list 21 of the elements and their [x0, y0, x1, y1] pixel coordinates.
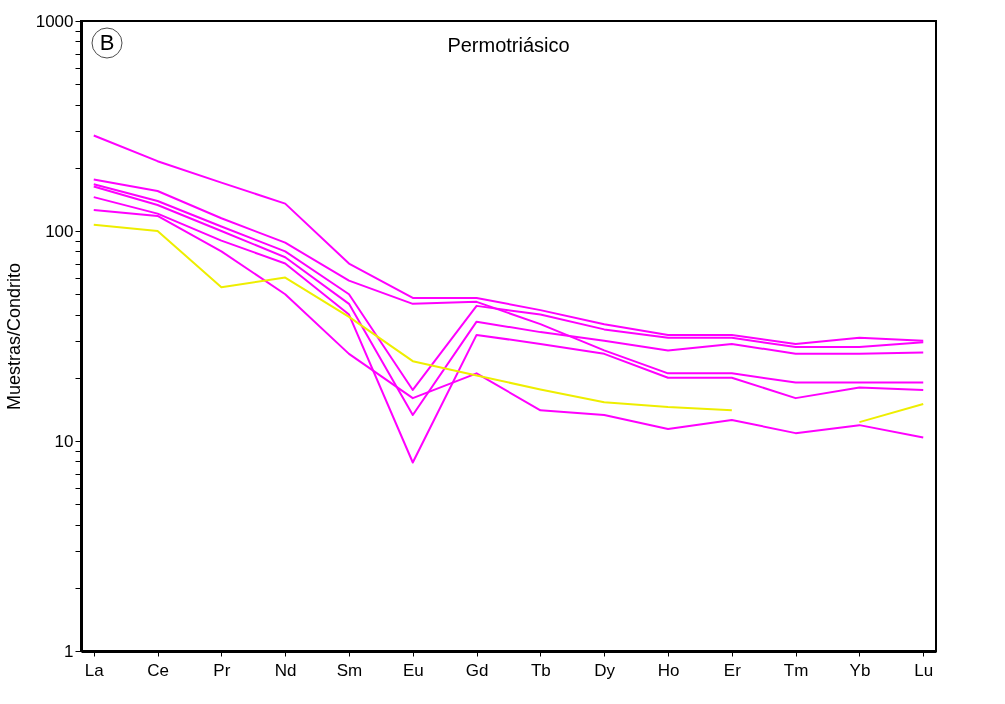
x-tick-label: Dy	[594, 660, 616, 680]
x-tick-label: Er	[723, 660, 742, 680]
x-tick-label: Ho	[657, 660, 680, 680]
annotation: B	[99, 30, 115, 55]
x-tick-label: Eu	[402, 660, 424, 680]
x-tick-label: Yb	[849, 660, 871, 680]
x-tick-label: La	[84, 660, 105, 680]
x-tick-label: Sm	[336, 660, 363, 680]
x-tick-label: Gd	[465, 660, 489, 680]
x-tick-label: Pr	[213, 660, 231, 680]
y-tick-label: 10	[54, 431, 74, 451]
x-tick-label: Tm	[783, 660, 809, 680]
text: Permotriásico	[447, 34, 570, 56]
x-tick-label: Nd	[274, 660, 297, 680]
y-tick-label: 1	[64, 641, 74, 661]
x-tick-label: Tb	[530, 660, 551, 680]
x-tick-label: Lu	[914, 660, 934, 680]
x-tick-label: Ce	[147, 660, 169, 680]
y-axis-title: Muestras/Condrito	[3, 262, 24, 411]
y-tick-label: 100	[45, 221, 74, 241]
y-tick-label: 1000	[35, 11, 74, 31]
